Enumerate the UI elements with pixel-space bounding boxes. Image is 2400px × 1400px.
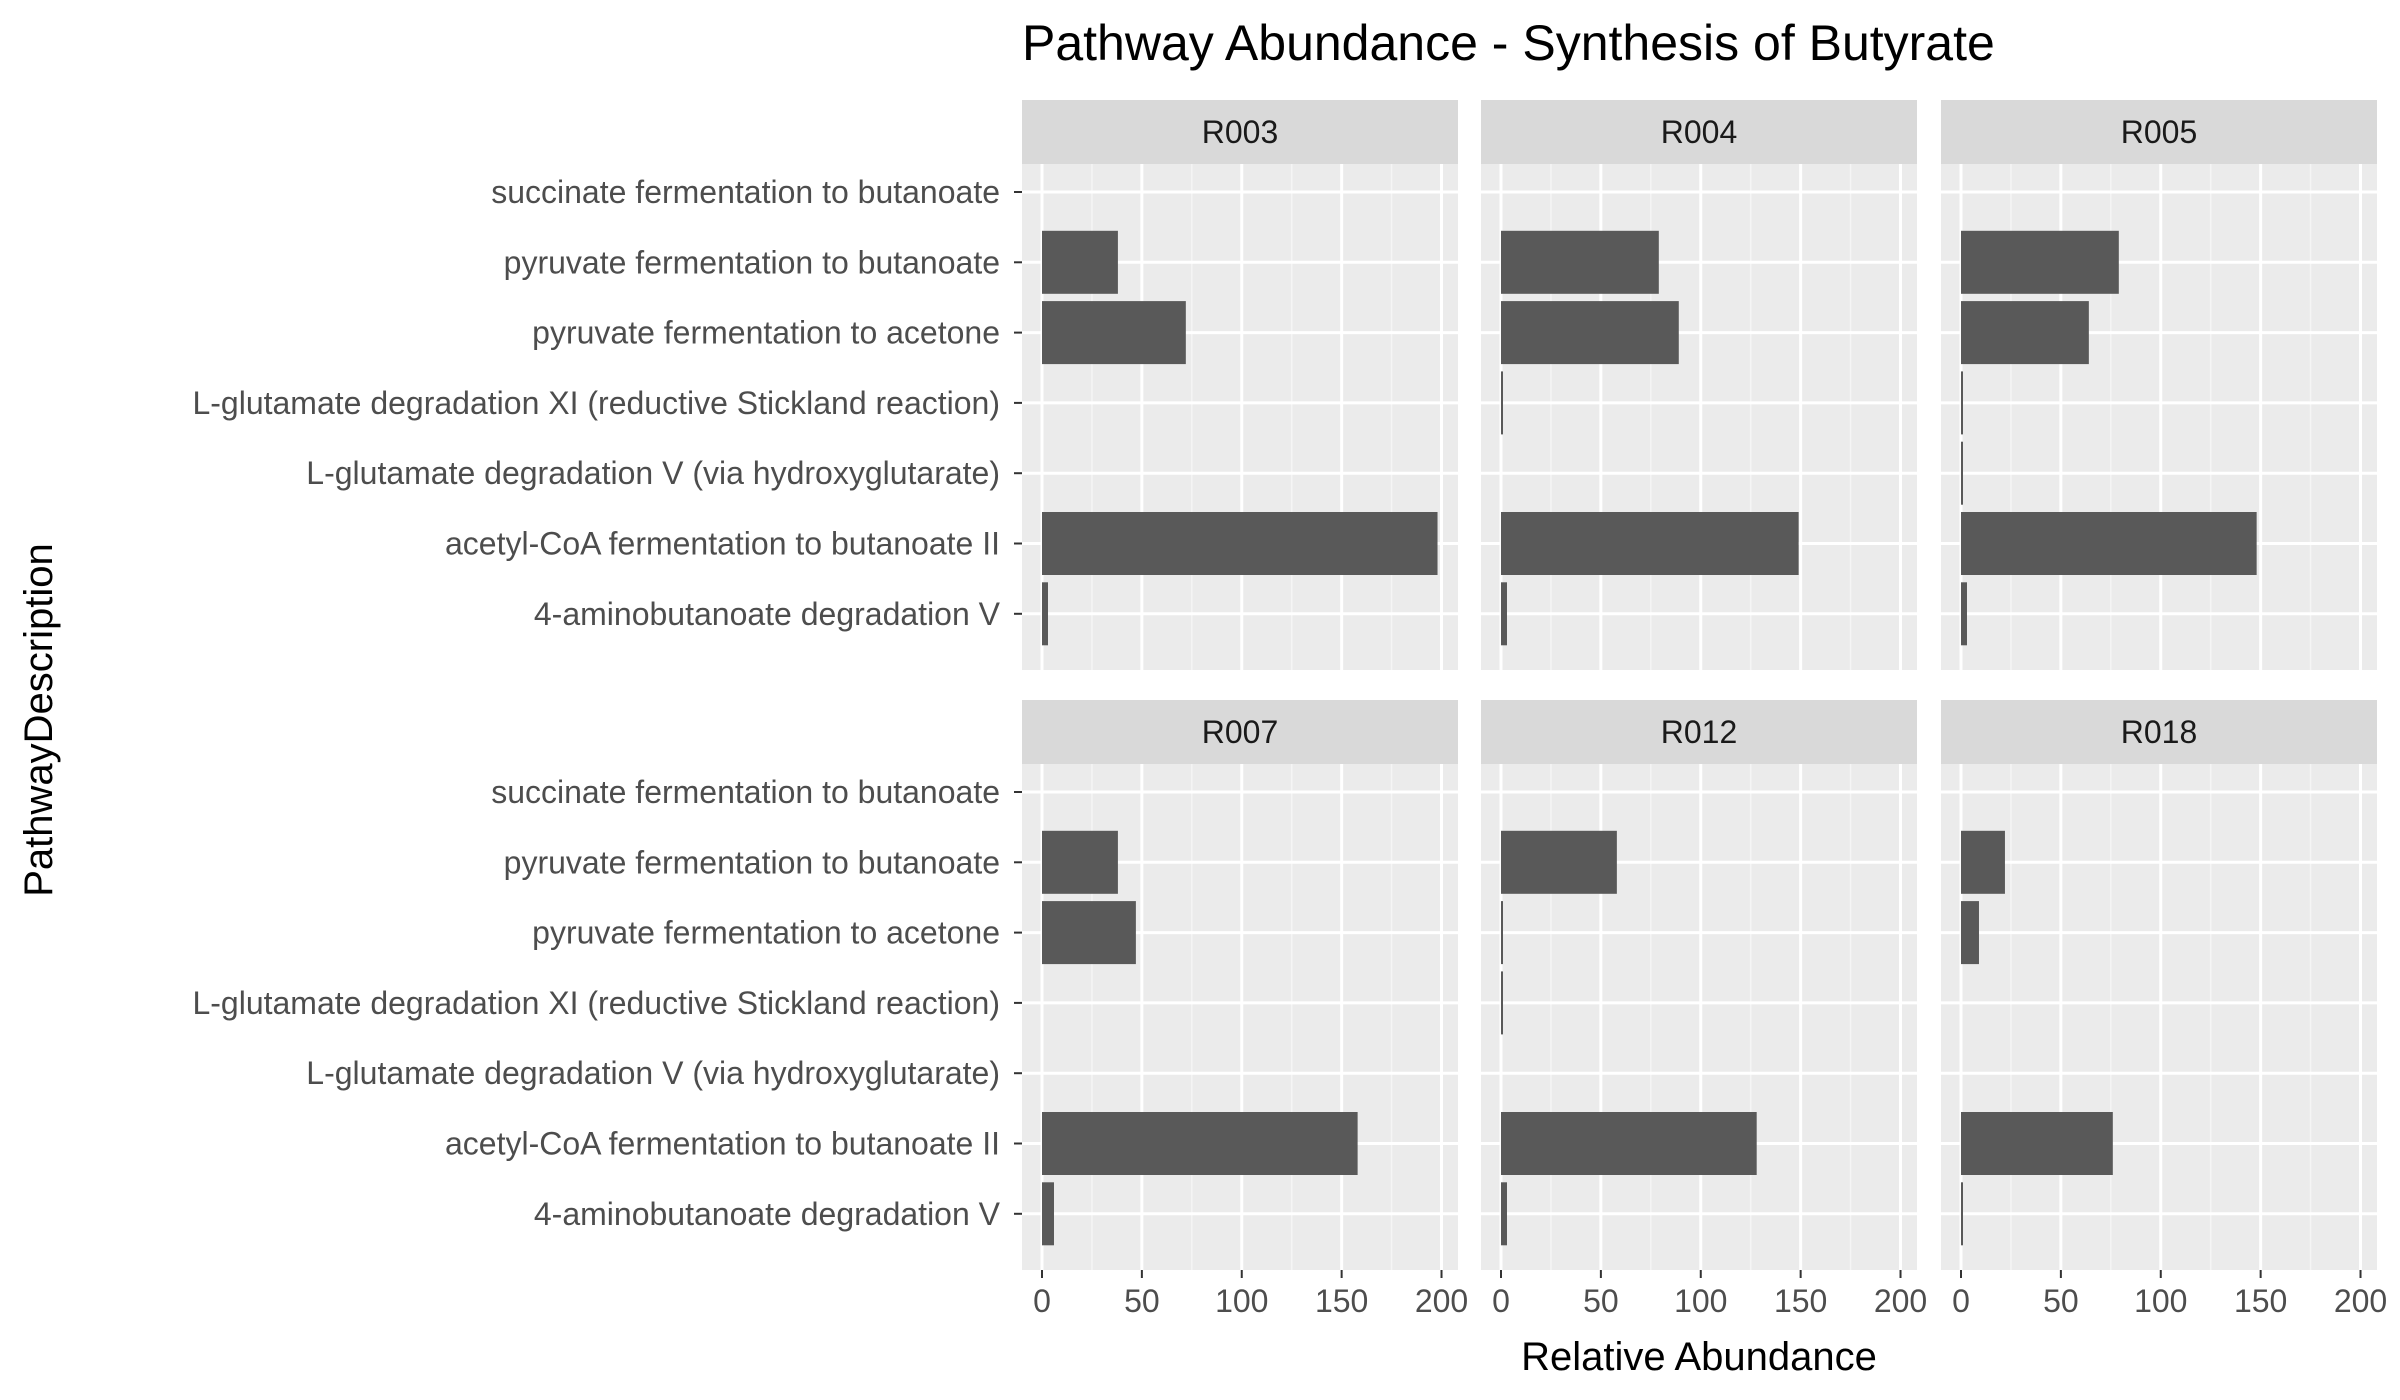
- x-tick-label: 0: [1492, 1283, 1510, 1319]
- bar: [1961, 512, 2257, 575]
- x-tick-label: 100: [1674, 1283, 1727, 1319]
- bar: [1501, 371, 1503, 435]
- bar: [1501, 1182, 1507, 1246]
- x-tick-label: 150: [1315, 1283, 1368, 1319]
- facet-label: R018: [2121, 714, 2198, 750]
- category-label: L-glutamate degradation V (via hydroxygl…: [306, 1055, 1000, 1091]
- bar: [1042, 1112, 1358, 1175]
- x-tick-label: 150: [1774, 1283, 1827, 1319]
- category-label: 4-aminobutanoate degradation V: [534, 596, 1001, 632]
- x-tick-label: 0: [1033, 1283, 1051, 1319]
- facet-R012: R012 0 50 100 150 200: [1481, 700, 1927, 1319]
- bar: [1501, 582, 1507, 646]
- category-labels: succinate fermentation to butanoate pyruv…: [192, 174, 1022, 1232]
- panel-background: [1941, 764, 2377, 1270]
- x-tick-label: 200: [1415, 1283, 1468, 1319]
- facet-label: R004: [1661, 114, 1738, 150]
- facet-label: R012: [1661, 714, 1738, 750]
- bar: [1501, 901, 1503, 965]
- bar: [1042, 230, 1118, 294]
- facet-strip: [1022, 700, 1458, 764]
- bar: [1961, 301, 2089, 365]
- bar: [1501, 1112, 1757, 1175]
- facet-label: R003: [1202, 114, 1279, 150]
- x-tick-label: 150: [2234, 1283, 2287, 1319]
- bar: [1961, 1182, 1963, 1246]
- chart-title: Pathway Abundance - Synthesis of Butyrat…: [1022, 15, 1995, 71]
- bar: [1501, 971, 1503, 1035]
- bar: [1961, 582, 1967, 646]
- bar: [1961, 901, 1979, 965]
- facet-strip: [1022, 100, 1458, 164]
- x-tick-label: 50: [1124, 1283, 1160, 1319]
- bar: [1961, 1112, 2113, 1175]
- x-tick-label: 100: [2134, 1283, 2187, 1319]
- x-tick-label: 50: [1583, 1283, 1619, 1319]
- category-label: 4-aminobutanoate degradation V: [534, 1196, 1001, 1232]
- category-label: pyruvate fermentation to butanoate: [504, 844, 1000, 880]
- x-tick-label: 200: [2334, 1283, 2387, 1319]
- facet-R007: R007 0 50 100 150 200: [1022, 700, 1468, 1319]
- x-tick-label: 50: [2043, 1283, 2079, 1319]
- x-tick-label: 100: [1215, 1283, 1268, 1319]
- category-label: acetyl-CoA fermentation to butanoate II: [445, 526, 1000, 562]
- category-label: L-glutamate degradation XI (reductive St…: [192, 385, 1000, 421]
- bar: [1501, 301, 1679, 365]
- facet-R003: R003: [1022, 100, 1458, 670]
- x-tick-label: 0: [1952, 1283, 1970, 1319]
- bar: [1042, 830, 1118, 894]
- bar: [1501, 830, 1617, 894]
- bar: [1961, 441, 1963, 505]
- facet-strip: [1481, 100, 1917, 164]
- facet-R004: R004: [1481, 100, 1917, 670]
- category-label: pyruvate fermentation to acetone: [532, 915, 1000, 951]
- category-label: pyruvate fermentation to butanoate: [504, 244, 1000, 280]
- bar: [1961, 230, 2119, 294]
- facet-R005: R005: [1941, 100, 2377, 670]
- bar: [1961, 830, 2005, 894]
- category-label: succinate fermentation to butanoate: [491, 774, 1000, 810]
- facet-label: R007: [1202, 714, 1279, 750]
- bar: [1042, 301, 1186, 365]
- facet-panels: R003 R004 R005 R007 0 50 100 150 200 R012 0 50 100 15…: [1022, 100, 2387, 1319]
- category-label: pyruvate fermentation to acetone: [532, 315, 1000, 351]
- y-axis-title: PathwayDescription: [17, 543, 61, 897]
- category-label: L-glutamate degradation V (via hydroxygl…: [306, 455, 1000, 491]
- facet-strip: [1941, 100, 2377, 164]
- bar: [1961, 371, 1963, 435]
- bar: [1042, 512, 1438, 575]
- category-label: acetyl-CoA fermentation to butanoate II: [445, 1126, 1000, 1162]
- facet-R018: R018 0 50 100 150 200: [1941, 700, 2387, 1319]
- facet-label: R005: [2121, 114, 2198, 150]
- category-label: L-glutamate degradation XI (reductive St…: [192, 985, 1000, 1021]
- x-tick-label: 200: [1874, 1283, 1927, 1319]
- facet-strip: [1941, 700, 2377, 764]
- bar: [1042, 582, 1048, 646]
- bar: [1042, 901, 1136, 965]
- bar: [1042, 1182, 1054, 1246]
- bar: [1501, 230, 1659, 294]
- bar: [1501, 512, 1799, 575]
- category-label: succinate fermentation to butanoate: [491, 174, 1000, 210]
- x-axis-title: Relative Abundance: [1521, 1335, 1877, 1379]
- facet-strip: [1481, 700, 1917, 764]
